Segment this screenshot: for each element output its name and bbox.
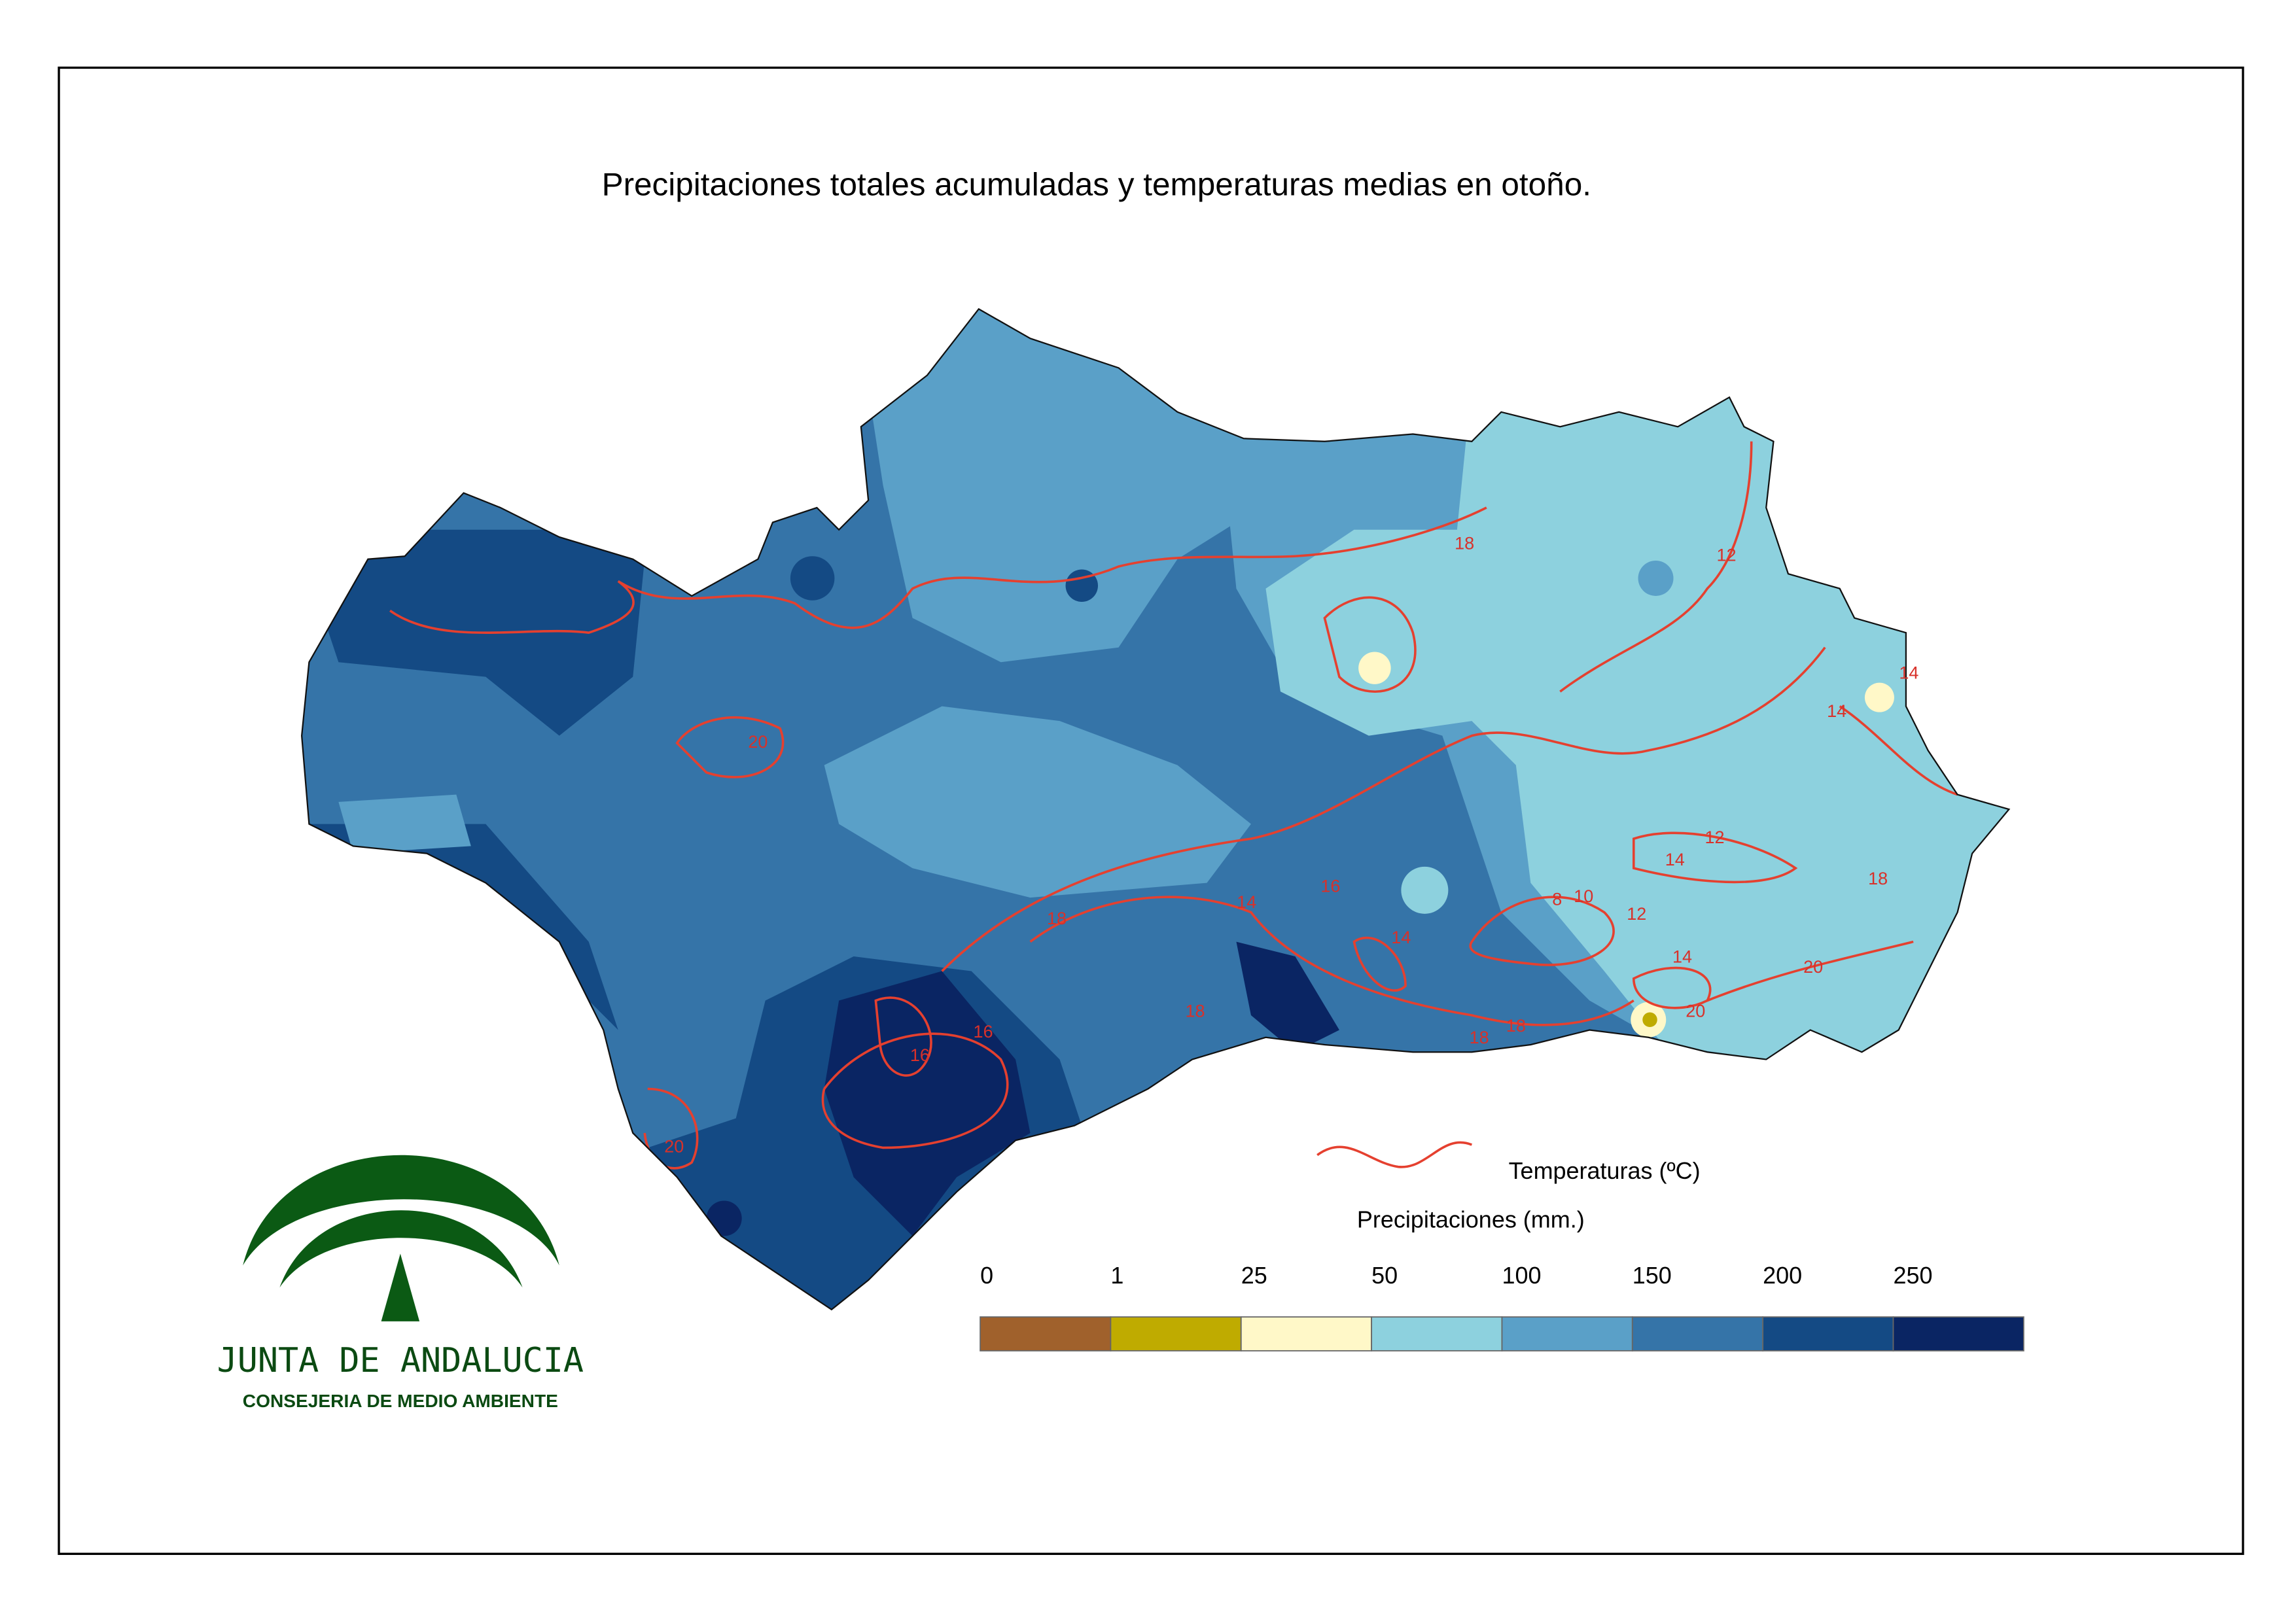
contour-label: 16 [1320, 876, 1340, 896]
precip-zone [1638, 560, 1674, 596]
logo-name: JUNTA DE ANDALUCIA [217, 1341, 584, 1380]
contour-label: 12 [1704, 828, 1724, 847]
precip-zone [1065, 569, 1099, 602]
contour [675, 716, 785, 778]
precip-zone [824, 706, 1251, 898]
legend-break-label: 25 [1241, 1262, 1267, 1289]
contour-label: 18 [1185, 1002, 1205, 1021]
precip-zone [790, 556, 835, 601]
contour [1559, 441, 1753, 693]
contour-label: 12 [1627, 904, 1646, 924]
temperature-legend-label: Temperaturas (ºC) [1509, 1157, 1701, 1184]
contour-labels: 18 20 12 14 14 12 14 10 8 12 16 14 18 14 14 18 20 20 18 18 1… [664, 533, 1918, 1156]
map-title: Precipitaciones totales acumuladas y tem… [602, 167, 1591, 203]
legend-swatch [980, 1316, 1112, 1352]
contour [1469, 896, 1615, 966]
legend-break-label: 150 [1633, 1262, 1672, 1289]
contour-label: 20 [748, 732, 768, 752]
temperature-legend-line [1316, 1141, 1473, 1168]
contour-label: 18 [1455, 533, 1474, 553]
logo-arc [279, 1210, 523, 1288]
precipitation-legend: 0 1 25 50 100 150 200 250 [980, 1262, 2024, 1352]
contour-label: 14 [1391, 928, 1411, 947]
contour-label: 8 [1552, 890, 1562, 909]
precip-zone [1401, 866, 1449, 914]
contour [1706, 940, 1914, 1002]
contour [1632, 831, 1798, 884]
legend-swatch [1762, 1316, 1894, 1352]
legend-break-label: 0 [980, 1262, 993, 1289]
contour [1029, 896, 1634, 1026]
contour-label: 18 [1868, 869, 1888, 888]
precip-zone [1358, 652, 1391, 684]
contour-label: 18 [1047, 909, 1067, 928]
contour-label: 14 [1237, 892, 1256, 912]
precip-zone [1642, 1012, 1657, 1028]
contour-label: 18 [1506, 1016, 1526, 1036]
precipitation-legend-title: Precipitaciones (mm.) [1357, 1206, 1585, 1232]
legend-break-label: 250 [1893, 1262, 1932, 1289]
legend-swatch [1501, 1316, 1633, 1352]
contour-label: 14 [1899, 663, 1918, 682]
legend-break-label: 100 [1502, 1262, 1541, 1289]
contour-label: 14 [1827, 701, 1846, 721]
contour-label: 10 [1574, 886, 1593, 906]
precip-zone [824, 971, 1031, 1236]
contour-label: 20 [664, 1137, 684, 1157]
legend-swatch [1240, 1316, 1373, 1352]
contour-label: 16 [910, 1045, 930, 1065]
precip-zone [1236, 941, 1339, 1053]
precip-zone [1864, 682, 1894, 712]
logo-arc [243, 1155, 559, 1266]
contour-label: 14 [1665, 850, 1685, 869]
legend-break-label: 1 [1110, 1262, 1123, 1289]
contour [821, 1032, 1009, 1149]
contour [1352, 936, 1407, 992]
legend-break-label: 50 [1371, 1262, 1398, 1289]
logo-triangle [381, 1253, 420, 1321]
logo: JUNTA DE ANDALUCIA CONSEJERIA DE MEDIO A… [217, 1155, 584, 1411]
precip-zone [338, 794, 471, 854]
contour-label: 18 [1470, 1028, 1489, 1047]
legend-swatch [1631, 1316, 1764, 1352]
legend-swatch [1110, 1316, 1242, 1352]
contour-label: 20 [1803, 957, 1823, 977]
contour-label: 16 [974, 1022, 993, 1041]
contour [1839, 705, 1958, 796]
logo-department: CONSEJERIA DE MEDIO AMBIENTE [243, 1391, 558, 1411]
contour-label: 12 [1716, 545, 1736, 565]
legend-break-label: 200 [1763, 1262, 1802, 1289]
contour [941, 646, 1826, 972]
legend-swatch [1892, 1316, 2024, 1352]
temperature-contours [389, 441, 1958, 1170]
contour-label: 20 [1686, 1002, 1705, 1021]
precip-zone [302, 824, 618, 1030]
contour [874, 996, 932, 1077]
contour [1323, 596, 1417, 693]
legend-swatch [1371, 1316, 1503, 1352]
contour [389, 506, 1487, 635]
contour-label: 14 [1672, 947, 1692, 966]
